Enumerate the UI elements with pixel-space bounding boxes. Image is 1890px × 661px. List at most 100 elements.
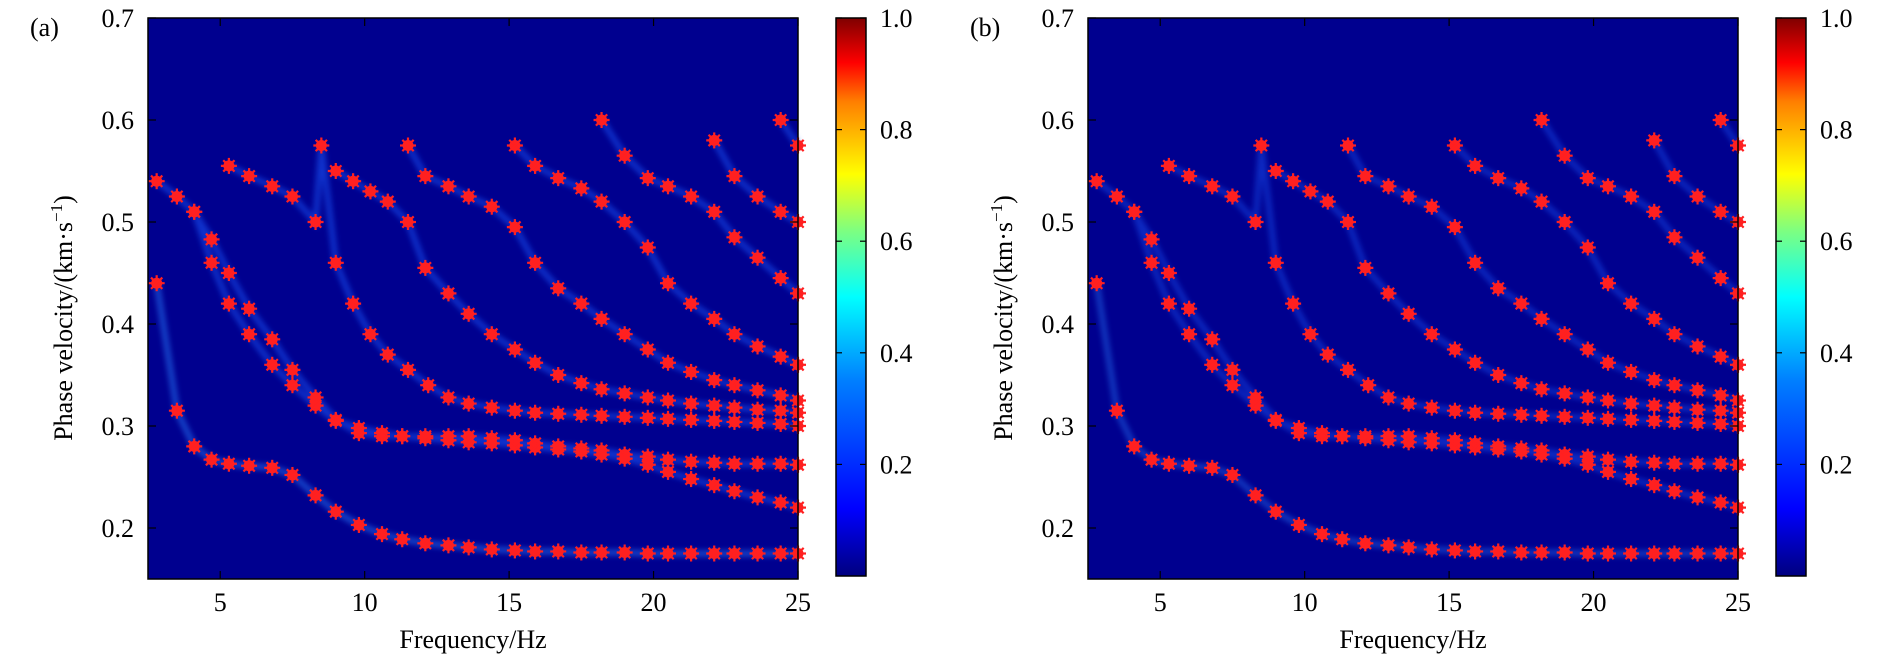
marker-spoke bbox=[242, 327, 256, 341]
marker-spoke bbox=[1321, 195, 1335, 209]
marker-spoke bbox=[1425, 542, 1439, 556]
picked-point-marker bbox=[1579, 170, 1596, 187]
picked-point-marker bbox=[593, 544, 610, 561]
marker-spoke bbox=[1558, 410, 1572, 424]
marker-spoke bbox=[1714, 457, 1728, 471]
picked-point-marker bbox=[460, 305, 477, 322]
marker-spoke bbox=[707, 547, 721, 560]
marker-spoke bbox=[751, 383, 764, 397]
picked-point-marker bbox=[1285, 295, 1302, 312]
marker-spoke bbox=[1382, 391, 1395, 404]
marker-spoke bbox=[595, 312, 608, 326]
marker-spoke bbox=[1269, 164, 1283, 178]
marker-spoke bbox=[1425, 436, 1439, 450]
picked-point-marker bbox=[1224, 188, 1241, 205]
x-tick-label: 25 bbox=[1725, 588, 1751, 617]
picked-point-marker bbox=[616, 326, 633, 343]
marker-spoke bbox=[641, 391, 655, 404]
picked-point-marker bbox=[1446, 219, 1463, 236]
marker-spoke bbox=[462, 397, 476, 410]
picked-point-marker bbox=[1446, 542, 1463, 559]
picked-point-marker bbox=[550, 543, 567, 560]
colorbar-tick-label: 1.0 bbox=[880, 4, 913, 33]
marker-spoke bbox=[1514, 546, 1528, 559]
marker-spoke bbox=[418, 261, 432, 275]
marker-spoke bbox=[641, 171, 655, 185]
picked-point-marker bbox=[203, 231, 220, 248]
picked-point-marker bbox=[400, 361, 416, 378]
picked-point-marker bbox=[440, 432, 457, 449]
picked-point-marker bbox=[772, 494, 789, 511]
picked-point-marker bbox=[483, 198, 500, 215]
ridge-curve bbox=[1539, 118, 1740, 296]
marker-spoke bbox=[684, 365, 698, 379]
marker-spoke bbox=[1468, 406, 1482, 420]
picked-point-marker bbox=[660, 392, 676, 409]
marker-spoke bbox=[1668, 415, 1681, 429]
picked-point-marker bbox=[1712, 348, 1729, 365]
marker-spoke bbox=[1535, 409, 1548, 423]
marker-spoke bbox=[684, 397, 698, 410]
marker-spoke bbox=[1361, 378, 1375, 392]
picked-point-marker bbox=[1689, 382, 1706, 399]
picked-point-marker bbox=[573, 544, 590, 561]
marker-spoke bbox=[751, 251, 764, 265]
marker-spoke bbox=[618, 327, 632, 341]
picked-point-marker bbox=[417, 535, 434, 552]
marker-spoke bbox=[618, 410, 632, 424]
marker-spoke bbox=[528, 256, 542, 270]
marker-spoke bbox=[1624, 472, 1638, 486]
picked-point-marker bbox=[284, 188, 301, 205]
marker-spoke bbox=[595, 546, 608, 559]
x-tick-label: 15 bbox=[496, 588, 522, 617]
picked-point-marker bbox=[417, 259, 434, 276]
marker-spoke bbox=[1468, 256, 1482, 270]
picked-point-marker bbox=[483, 435, 500, 452]
picked-point-marker bbox=[616, 214, 633, 230]
picked-point-marker bbox=[1380, 389, 1397, 406]
marker-spoke bbox=[1668, 169, 1681, 183]
marker-spoke bbox=[1714, 205, 1728, 219]
picked-point-marker bbox=[1579, 409, 1596, 426]
marker-spoke bbox=[528, 159, 542, 173]
marker-spoke bbox=[774, 457, 788, 471]
picked-point-marker bbox=[660, 178, 676, 195]
picked-point-marker bbox=[593, 310, 610, 327]
picked-point-marker bbox=[593, 407, 610, 424]
marker-spoke bbox=[508, 343, 522, 356]
marker-spoke bbox=[462, 307, 476, 321]
picked-point-marker bbox=[1181, 326, 1198, 343]
picked-point-marker bbox=[573, 443, 590, 460]
picked-point-marker bbox=[362, 183, 379, 200]
picked-point-marker bbox=[1513, 443, 1530, 460]
picked-point-marker bbox=[527, 543, 544, 560]
picked-point-marker bbox=[506, 341, 523, 358]
picked-point-marker bbox=[1446, 137, 1463, 154]
picked-point-marker bbox=[1579, 389, 1596, 406]
marker-spoke bbox=[574, 297, 588, 311]
picked-point-marker bbox=[1446, 341, 1463, 358]
marker-spoke bbox=[1448, 404, 1462, 418]
marker-spoke bbox=[205, 232, 218, 246]
marker-spoke bbox=[551, 368, 565, 382]
marker-spoke bbox=[1182, 327, 1196, 341]
picked-point-marker bbox=[1204, 331, 1221, 348]
y-tick-label: 0.2 bbox=[102, 514, 135, 543]
marker-spoke bbox=[1205, 179, 1219, 193]
picked-point-marker bbox=[1646, 545, 1663, 562]
ridge-curve bbox=[599, 118, 800, 296]
picked-point-marker bbox=[527, 157, 544, 174]
picked-point-marker bbox=[379, 193, 396, 210]
marker-spoke bbox=[442, 538, 455, 552]
picked-point-marker bbox=[1400, 395, 1417, 412]
picked-point-marker bbox=[593, 193, 610, 210]
picked-point-marker bbox=[1423, 326, 1440, 343]
marker-spoke bbox=[618, 452, 632, 466]
picked-point-marker bbox=[772, 545, 789, 562]
picked-point-marker bbox=[1267, 503, 1284, 520]
picked-point-marker bbox=[1646, 310, 1663, 327]
marker-spoke bbox=[707, 456, 721, 470]
picked-point-marker bbox=[706, 310, 723, 327]
picked-point-marker bbox=[683, 411, 700, 428]
marker-spoke bbox=[774, 205, 788, 219]
